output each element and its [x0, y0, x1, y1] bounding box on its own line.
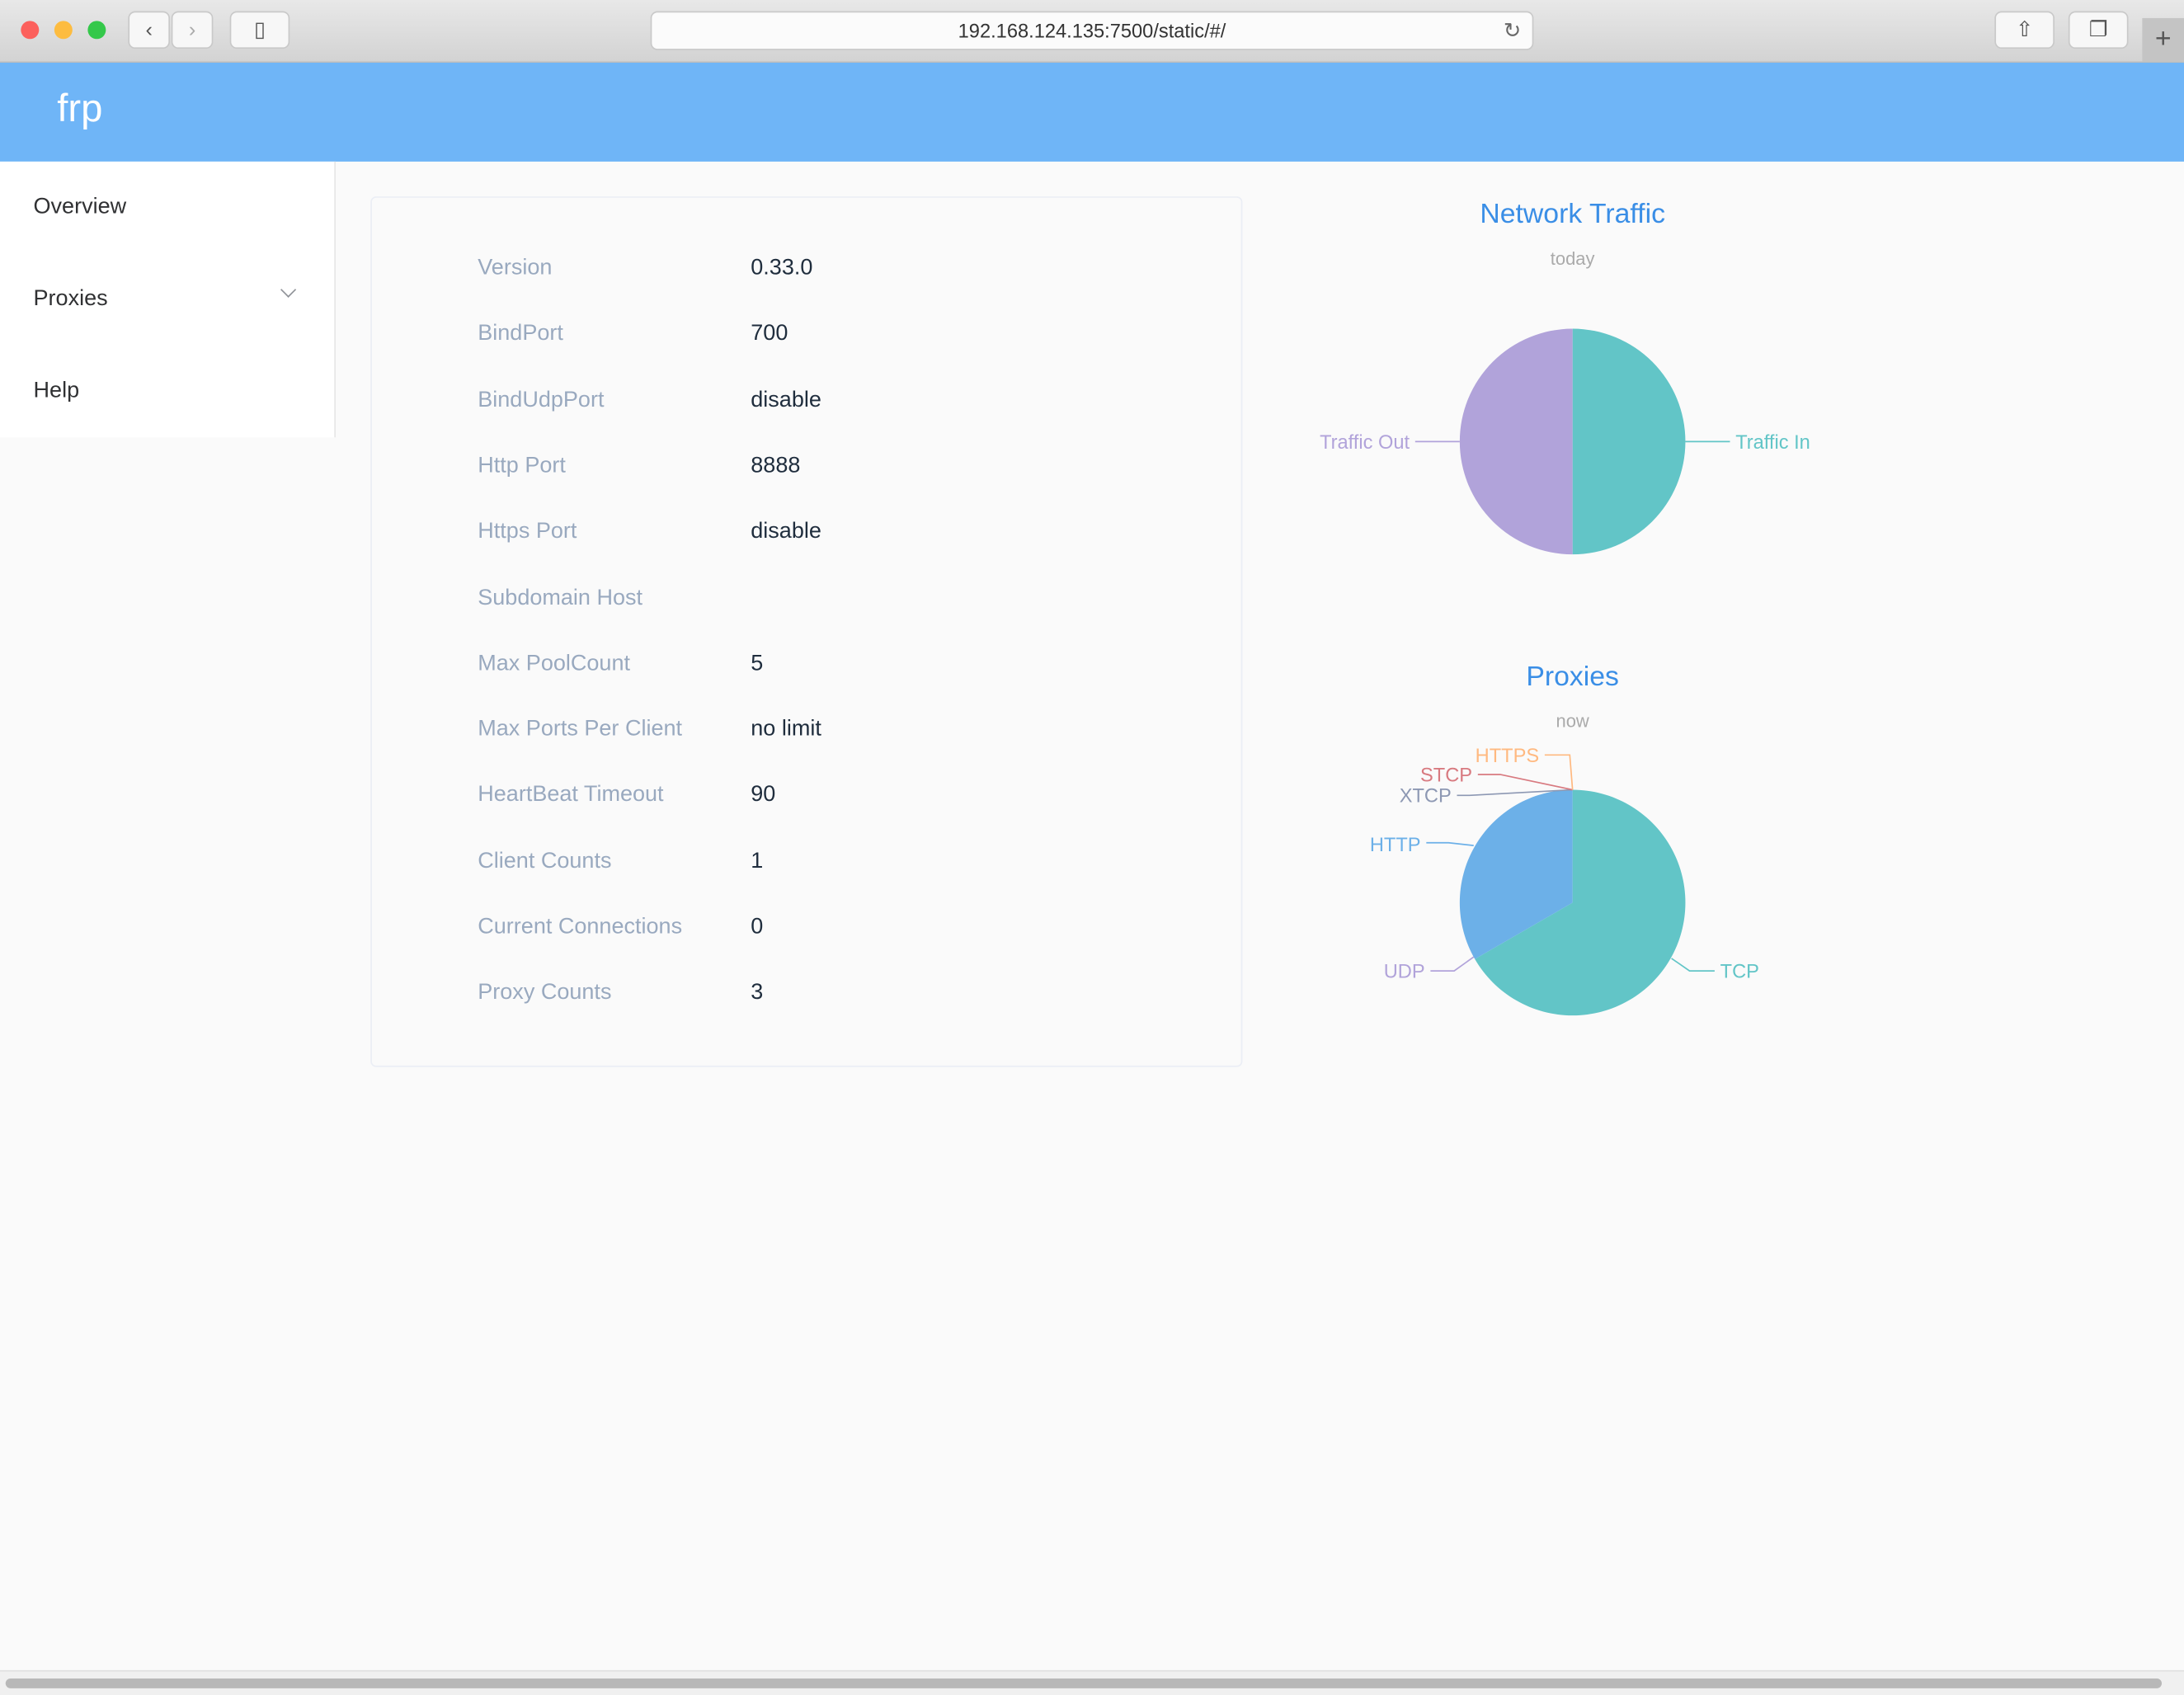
tabs-button[interactable]: ❐ — [2068, 11, 2129, 49]
label-line — [1544, 754, 1574, 790]
info-label: HeartBeat Timeout — [478, 783, 664, 807]
label-line — [1457, 789, 1573, 797]
maximize-window-button[interactable] — [87, 21, 106, 40]
scrollbar-thumb[interactable] — [5, 1679, 2163, 1688]
sidebar-item-overview[interactable]: Overview — [33, 195, 127, 219]
horizontal-scrollbar[interactable] — [0, 1669, 2184, 1695]
info-label: Proxy Counts — [478, 981, 612, 1005]
new-tab-button[interactable]: + — [2142, 17, 2184, 62]
info-value: 0 — [751, 915, 764, 939]
info-value: 0.33.0 — [751, 256, 813, 280]
label-line — [1426, 841, 1474, 846]
brand-logo[interactable]: frp — [57, 86, 103, 130]
sidebar-item-proxies[interactable]: Proxies — [33, 286, 108, 311]
back-button[interactable]: ‹ — [128, 11, 171, 49]
info-value: 5 — [751, 652, 764, 676]
close-window-button[interactable] — [21, 21, 40, 40]
pie-slice-traffic-in[interactable] — [1572, 328, 1686, 555]
info-label: Client Counts — [478, 849, 612, 873]
pie-slice-tcp[interactable] — [1475, 789, 1686, 1016]
forward-button[interactable]: › — [171, 11, 214, 49]
info-label: Max Ports Per Client — [478, 717, 683, 742]
sidebar: Overview Proxies Help — [0, 161, 337, 438]
chevron-right-icon: › — [188, 17, 196, 42]
slice-label: Traffic In — [1735, 432, 1810, 454]
info-label: Version — [478, 256, 553, 280]
info-label: Current Connections — [478, 915, 683, 939]
info-value: 3 — [751, 981, 764, 1005]
slice-label: TCP — [1720, 962, 1759, 983]
info-value: disable — [751, 520, 821, 544]
sidebar-item-help[interactable]: Help — [33, 379, 80, 403]
chart-title-network-traffic: Network Traffic — [1480, 199, 1665, 230]
info-value: disable — [751, 388, 821, 412]
chevron-left-icon: ‹ — [145, 17, 153, 42]
chart-title-proxies: Proxies — [1526, 662, 1619, 693]
info-value: 8888 — [751, 454, 801, 478]
info-value: 1 — [751, 849, 764, 873]
share-button[interactable]: ⇧ — [1994, 11, 2055, 49]
info-label: Subdomain Host — [478, 586, 643, 610]
info-label: Max PoolCount — [478, 652, 630, 676]
slice-label: Traffic Out — [1320, 432, 1410, 454]
label-line — [1430, 956, 1475, 972]
info-label: BindPort — [478, 322, 563, 346]
pie-slice-traffic-out[interactable] — [1459, 328, 1573, 555]
reload-icon[interactable]: ↻ — [1503, 19, 1522, 44]
server-info-card: Version 0.33.0 BindPort 700 BindUdpPort disab… — [370, 196, 1243, 1067]
info-label: Http Port — [478, 454, 566, 478]
share-icon: ⇧ — [2016, 17, 2034, 42]
info-value: no limit — [751, 717, 821, 742]
tabs-icon: ❐ — [2088, 17, 2108, 42]
chart-subtitle-proxies: now — [1556, 710, 1589, 732]
url-text: 192.168.124.135:7500/static/#/ — [958, 19, 1226, 42]
label-line — [1671, 958, 1715, 972]
minimize-window-button[interactable] — [54, 21, 73, 40]
address-bar[interactable]: 192.168.124.135:7500/static/#/ ↻ — [650, 11, 1534, 50]
slice-label: UDP — [1384, 962, 1425, 983]
slice-label: HTTP — [1370, 835, 1421, 856]
browser-toolbar: ‹ › ▯ 192.168.124.135:7500/static/#/ ↻ ⇧… — [0, 0, 2184, 63]
slice-label: STCP — [1420, 765, 1472, 786]
info-label: Https Port — [478, 520, 577, 544]
pie-slice-http[interactable] — [1459, 789, 1573, 959]
info-value: 700 — [751, 322, 788, 346]
app-header: frp — [0, 62, 2184, 162]
slice-label: HTTPS — [1476, 746, 1539, 767]
info-value: 90 — [751, 783, 776, 807]
sidebar-toggle-button[interactable]: ▯ — [229, 11, 290, 49]
label-line — [1477, 774, 1573, 791]
info-label: BindUdpPort — [478, 388, 605, 412]
chart-subtitle-network-traffic: today — [1550, 247, 1595, 269]
slice-label: XTCP — [1400, 786, 1452, 807]
sidebar-icon: ▯ — [253, 17, 266, 42]
